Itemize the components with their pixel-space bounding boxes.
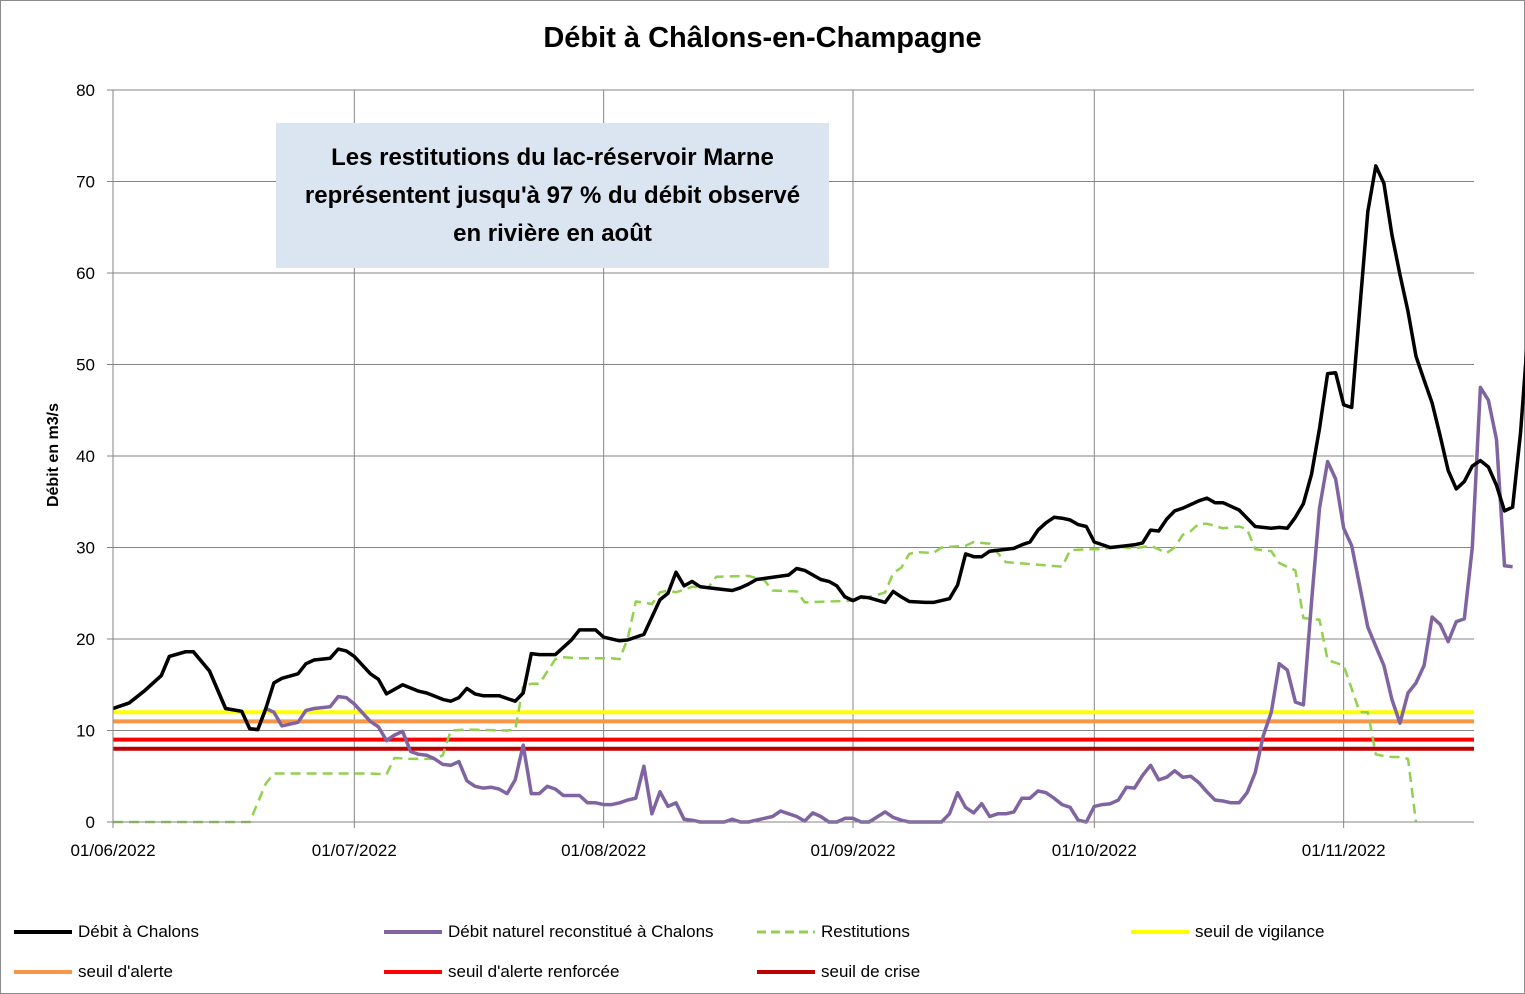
y-tick-label: 0 xyxy=(86,813,95,832)
y-tick-label: 70 xyxy=(76,173,95,192)
legend-swatch xyxy=(757,970,815,974)
legend-swatch xyxy=(384,930,442,934)
legend-label: seuil d'alerte renforcée xyxy=(448,962,620,981)
x-tick-label: 01/06/2022 xyxy=(70,841,155,860)
legend-swatch xyxy=(1131,930,1189,934)
series-line xyxy=(112,164,1525,732)
legend-label: seuil de vigilance xyxy=(1195,922,1325,941)
y-tick-label: 40 xyxy=(76,447,95,466)
y-tick-label: 50 xyxy=(76,356,95,375)
x-tick-label: 01/07/2022 xyxy=(312,841,397,860)
legend-item: seuil d'alerte xyxy=(14,962,173,982)
legend-swatch xyxy=(757,930,815,934)
legend-item: Restitutions xyxy=(757,922,910,942)
y-tick-label: 30 xyxy=(76,539,95,558)
series-line xyxy=(112,385,1513,824)
legend-swatch xyxy=(14,930,72,934)
legend-item: seuil d'alerte renforcée xyxy=(384,962,619,982)
y-tick-labels: 0 10 20 30 40 50 60 70 80 xyxy=(76,81,95,832)
legend-swatch xyxy=(14,970,72,974)
legend-label: Débit à Chalons xyxy=(78,922,199,941)
y-tick-label: 80 xyxy=(76,81,95,100)
x-tick-label: 01/08/2022 xyxy=(561,841,646,860)
legend-label: seuil de crise xyxy=(821,962,921,981)
annotation-box: Les restitutions du lac-réservoir Marne … xyxy=(276,123,829,268)
x-tick-label: 01/10/2022 xyxy=(1052,841,1137,860)
legend-item: Débit naturel reconstitué à Chalons xyxy=(384,922,714,942)
series-line xyxy=(113,522,1418,824)
x-tick-label: 01/11/2022 xyxy=(1302,841,1386,860)
legend-item: seuil de crise xyxy=(757,962,920,982)
series-lines xyxy=(112,164,1525,824)
legend-item: Débit à Chalons xyxy=(14,922,199,942)
legend: Débit à Chalons Débit naturel reconstitué… xyxy=(0,912,1525,992)
legend-item: seuil de vigilance xyxy=(1131,922,1324,942)
axes xyxy=(107,89,1474,828)
legend-label: Restitutions xyxy=(821,922,910,941)
legend-swatch xyxy=(384,970,442,974)
legend-label: Débit naturel reconstitué à Chalons xyxy=(448,922,714,941)
x-tick-labels: 01/06/2022 01/07/2022 01/08/2022 01/09/2022… xyxy=(70,841,1385,860)
y-tick-label: 60 xyxy=(76,264,95,283)
legend-label: seuil d'alerte xyxy=(78,962,173,981)
y-tick-label: 20 xyxy=(76,630,95,649)
chart-title: Débit à Châlons-en-Champagne xyxy=(543,22,982,54)
x-tick-label: 01/09/2022 xyxy=(810,841,895,860)
y-tick-label: 10 xyxy=(76,722,95,741)
